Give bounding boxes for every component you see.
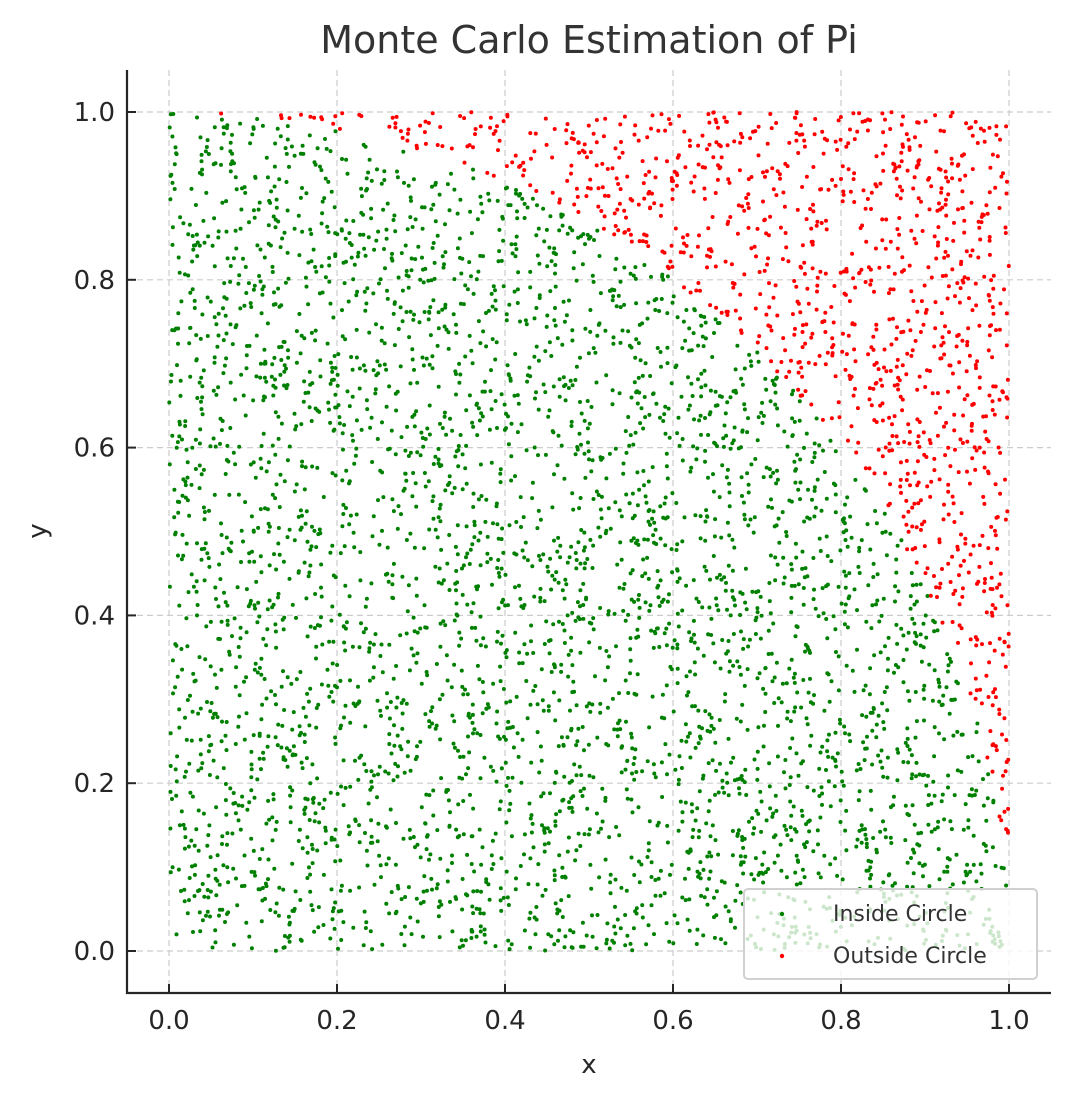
x-tick-label: 0.8 bbox=[820, 1006, 861, 1036]
legend-label-outside: Outside Circle bbox=[833, 944, 987, 969]
legend-marker-inside bbox=[779, 911, 785, 917]
y-tick-label: 0.6 bbox=[74, 434, 115, 464]
axis-ticks bbox=[127, 111, 1010, 993]
x-tick-label: 0.6 bbox=[652, 1006, 693, 1036]
outside-points bbox=[219, 110, 1011, 835]
y-tick-label: 0.4 bbox=[74, 601, 115, 631]
legend-marker-outside bbox=[779, 953, 785, 959]
y-axis-label: y bbox=[23, 523, 53, 538]
inside-points bbox=[167, 112, 1009, 953]
y-tick-label: 0.0 bbox=[74, 937, 115, 967]
grid-lines bbox=[127, 70, 1051, 993]
legend: Inside Circle Outside Circle bbox=[743, 888, 1038, 980]
legend-box bbox=[743, 888, 1038, 980]
x-tick-label: 0.0 bbox=[148, 1006, 189, 1036]
y-tick-label: 1.0 bbox=[74, 98, 115, 128]
legend-label-inside: Inside Circle bbox=[833, 902, 967, 927]
y-tick-label: 0.2 bbox=[74, 769, 115, 799]
x-tick-label: 1.0 bbox=[988, 1006, 1029, 1036]
x-tick-label: 0.2 bbox=[316, 1006, 357, 1036]
y-tick-label: 0.8 bbox=[74, 266, 115, 296]
chart-title: Monte Carlo Estimation of Pi bbox=[320, 18, 858, 62]
series-outside-circle bbox=[219, 110, 1011, 835]
x-tick-label: 0.4 bbox=[484, 1006, 525, 1036]
series-inside-circle bbox=[167, 112, 1009, 953]
x-axis-label: x bbox=[581, 1050, 596, 1080]
